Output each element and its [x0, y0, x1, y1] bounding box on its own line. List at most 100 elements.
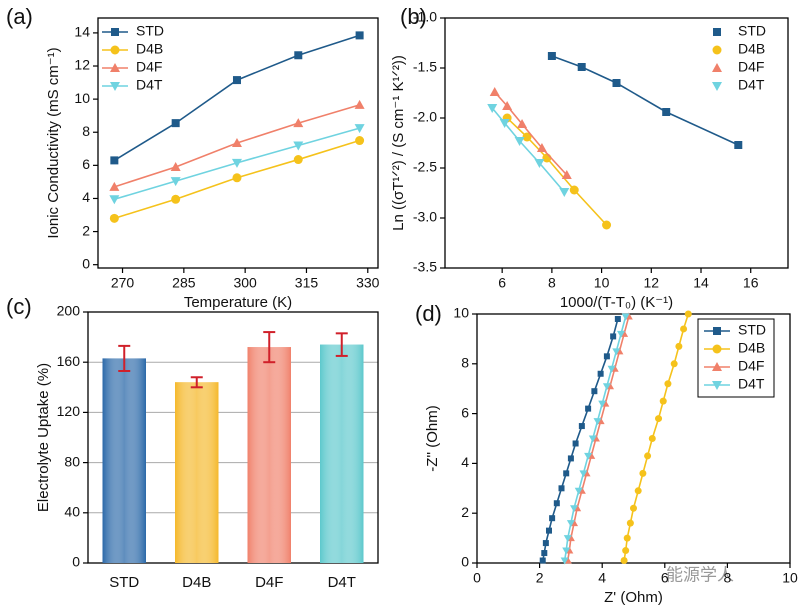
- marker: [684, 310, 692, 318]
- legend-label: D4B: [136, 41, 163, 57]
- marker: [602, 220, 612, 230]
- marker: [499, 119, 510, 128]
- legend-label: STD: [738, 23, 766, 39]
- marker: [109, 195, 120, 205]
- y-tick-label: 12: [74, 57, 90, 73]
- x-tick-label: 315: [295, 275, 319, 291]
- y-axis-label: Electrolyte Uptake (%): [35, 363, 52, 512]
- x-tick-label: STD: [109, 574, 139, 591]
- marker: [541, 550, 548, 557]
- bar-shine: [175, 382, 219, 563]
- bar-shine: [320, 344, 364, 563]
- marker: [293, 141, 304, 151]
- y-tick-label: -2.0: [413, 109, 437, 125]
- marker: [579, 470, 588, 478]
- legend-marker: [712, 63, 722, 72]
- x-tick-label: 6: [498, 275, 506, 291]
- x-tick-label: 300: [233, 275, 257, 291]
- x-tick-label: D4T: [328, 574, 356, 591]
- marker: [630, 504, 637, 512]
- legend-label: D4F: [136, 59, 162, 75]
- marker: [536, 143, 547, 152]
- y-tick-label: 8: [82, 123, 90, 139]
- marker: [610, 333, 617, 340]
- x-tick-label: 2: [536, 570, 544, 586]
- bar-shine: [247, 347, 291, 563]
- marker: [553, 500, 560, 507]
- marker: [563, 470, 570, 477]
- marker: [489, 87, 500, 96]
- y-tick-label: 0: [72, 554, 80, 570]
- marker: [534, 159, 545, 168]
- plot-frame: [97, 17, 379, 269]
- marker: [577, 63, 586, 71]
- marker: [574, 487, 583, 495]
- legend-label: D4B: [738, 340, 765, 356]
- legend-label: STD: [136, 23, 164, 39]
- x-tick-label: 10: [594, 275, 610, 291]
- marker: [517, 119, 528, 128]
- marker: [572, 440, 579, 447]
- x-axis-label: Temperature (K): [184, 294, 292, 311]
- marker: [231, 158, 242, 168]
- marker: [542, 540, 549, 547]
- x-tick-label: 16: [743, 275, 759, 291]
- legend-label: D4T: [136, 77, 163, 93]
- marker: [655, 415, 663, 423]
- marker: [110, 156, 119, 165]
- y-tick-label: 40: [64, 504, 80, 520]
- marker: [734, 141, 743, 149]
- marker: [171, 119, 180, 128]
- marker: [607, 365, 616, 373]
- x-axis-label: 1000/(T-T₀) (K⁻¹): [560, 294, 673, 311]
- marker: [662, 108, 671, 116]
- x-tick-label: D4F: [255, 574, 283, 591]
- legend-marker: [712, 381, 722, 390]
- legend-marker: [110, 82, 120, 91]
- y-tick-label: 2: [82, 222, 90, 238]
- x-axis-label: Z' (Ohm): [604, 589, 663, 606]
- x-tick-label: 14: [693, 275, 709, 291]
- series-line: [563, 316, 627, 561]
- y-axis-label: Ln ((σT¹ᐟ²) / (S cm⁻¹ K¹ᐟ²)): [390, 55, 407, 231]
- x-tick-label: 285: [172, 275, 196, 291]
- marker: [232, 76, 241, 85]
- x-tick-label: 6: [661, 570, 669, 586]
- marker: [639, 469, 647, 477]
- marker: [621, 313, 630, 321]
- marker: [614, 315, 621, 322]
- marker: [232, 173, 242, 183]
- y-tick-label: 6: [82, 156, 90, 172]
- y-axis-label: Ionic Conductivity (mS cm⁻¹): [45, 47, 62, 238]
- x-tick-label: 8: [724, 570, 732, 586]
- legend-label: D4B: [738, 41, 765, 57]
- marker: [109, 181, 120, 191]
- panel-label: (b): [400, 4, 427, 29]
- marker: [539, 557, 546, 564]
- marker: [502, 101, 513, 110]
- marker: [584, 452, 593, 460]
- y-tick-label: 4: [461, 454, 469, 470]
- marker: [563, 535, 572, 543]
- panel-label: (c): [6, 294, 32, 319]
- marker: [602, 383, 611, 391]
- marker: [626, 519, 634, 527]
- y-tick-label: -3.5: [413, 259, 437, 275]
- marker: [514, 137, 525, 146]
- marker: [355, 136, 365, 146]
- x-tick-label: 10: [782, 570, 798, 586]
- marker: [598, 400, 607, 408]
- plot-frame: [476, 313, 791, 564]
- y-tick-label: 2: [461, 504, 469, 520]
- y-tick-label: 8: [461, 355, 469, 371]
- marker: [591, 388, 598, 395]
- legend-label: D4T: [738, 376, 765, 392]
- y-tick-label: 6: [461, 404, 469, 420]
- y-tick-label: 200: [57, 303, 81, 319]
- marker: [585, 405, 592, 412]
- legend-marker: [110, 45, 120, 55]
- series-line: [623, 313, 690, 561]
- x-tick-label: 8: [548, 275, 556, 291]
- marker: [566, 520, 575, 528]
- y-tick-label: 0: [82, 255, 90, 271]
